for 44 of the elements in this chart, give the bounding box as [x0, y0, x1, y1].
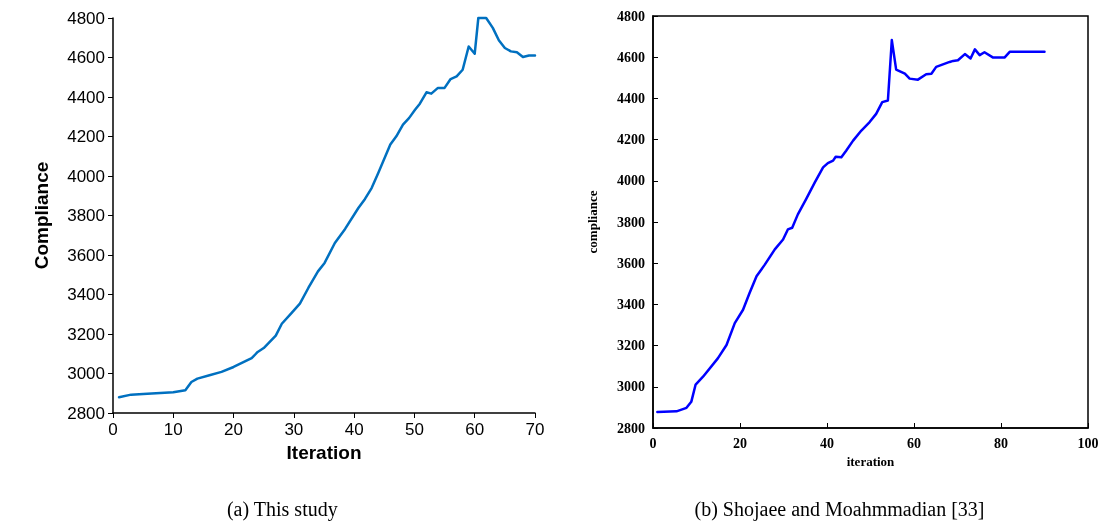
- line-series: [117, 16, 537, 399]
- y-axis-title: compliance: [585, 190, 600, 254]
- y-axis-title: Compliance: [31, 161, 52, 270]
- y-tick-label: 4800: [617, 8, 645, 24]
- y-tick-label: 4600: [67, 48, 105, 67]
- y-tick-label: 3400: [67, 285, 105, 304]
- y-tick-label: 3200: [67, 324, 105, 344]
- x-tick-label: 20: [224, 420, 244, 439]
- y-tick-label: 4000: [617, 173, 645, 189]
- x-tick-label: 80: [994, 435, 1008, 451]
- y-tick-label: 3400: [617, 296, 645, 312]
- y-tick-label: 4000: [67, 166, 105, 186]
- x-tick-label: 60: [465, 420, 485, 439]
- x-tick-label: 0: [108, 420, 118, 439]
- y-tick-label: 3200: [617, 338, 645, 354]
- y-tick-label: 3600: [67, 245, 105, 265]
- x-tick-label: 100: [1077, 435, 1099, 451]
- x-tick-label: 10: [163, 420, 183, 439]
- y-tick-label: 4200: [617, 132, 645, 148]
- text: (b) Shojaee and Moahmmadian [33]: [694, 498, 985, 521]
- x-tick-label: 40: [820, 435, 834, 451]
- y-tick-label: 3000: [67, 364, 105, 383]
- y-tick-label: 4400: [617, 90, 645, 106]
- y-tick-label: 3000: [617, 379, 645, 395]
- x-tick-label: 40: [344, 420, 364, 439]
- y-tick-label: 2800: [617, 420, 645, 436]
- x-tick-label: 70: [525, 420, 545, 439]
- y-tick-label: 3800: [67, 206, 105, 225]
- x-tick-label: 50: [404, 420, 424, 439]
- x-tick-label: 20: [733, 435, 747, 451]
- y-tick-label: 3600: [617, 255, 645, 271]
- y-tick-label: 4400: [67, 87, 105, 107]
- y-tick-label: 4800: [67, 8, 105, 28]
- y-tick-label: 2800: [67, 403, 105, 423]
- x-axis-title: iteration: [846, 453, 896, 469]
- y-tick-label: 4200: [67, 127, 105, 146]
- x-axis-title: Iteration: [286, 441, 362, 463]
- text: (a) This study: [226, 498, 338, 521]
- line-series: [656, 38, 1046, 414]
- x-tick-label: 60: [907, 435, 921, 451]
- x-tick-label: 0: [649, 435, 657, 451]
- x-tick-label: 30: [284, 420, 304, 439]
- y-tick-label: 3800: [617, 214, 645, 230]
- y-tick-label: 4600: [617, 49, 645, 65]
